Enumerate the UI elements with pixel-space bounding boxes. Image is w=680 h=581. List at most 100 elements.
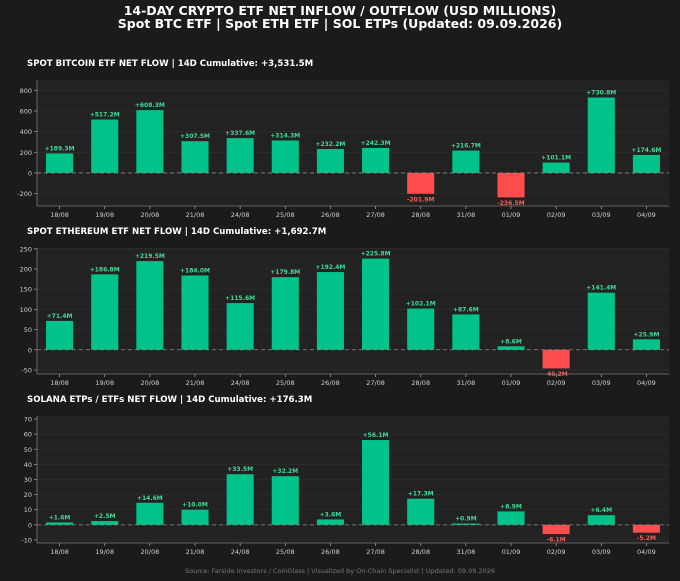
- bar: [452, 523, 480, 525]
- bar: [407, 498, 435, 525]
- x-tick-label: 20/08: [140, 548, 159, 556]
- x-tick-label: 03/09: [592, 211, 611, 219]
- bar: [497, 511, 525, 525]
- x-tick-label: 31/08: [456, 211, 475, 219]
- y-tick-label: 400: [20, 128, 32, 136]
- x-tick-label: 24/08: [231, 548, 250, 556]
- bar: [271, 476, 299, 525]
- bar: [226, 474, 254, 525]
- bar-data-label: +87.6M: [453, 306, 479, 313]
- bar: [91, 119, 119, 173]
- bar: [316, 519, 344, 525]
- x-tick-label: 20/08: [140, 211, 159, 219]
- x-tick-label: 26/08: [321, 379, 340, 387]
- chart-subtitle: Spot BTC ETF | Spot ETH ETF | SOL ETPs (…: [117, 16, 563, 31]
- bar-data-label: +2.5M: [94, 513, 116, 520]
- y-tick-label: -200: [17, 190, 32, 198]
- bar: [362, 258, 390, 350]
- y-tick-label: 800: [20, 87, 32, 95]
- bar: [407, 308, 435, 350]
- bar-data-label: +307.5M: [180, 133, 210, 140]
- x-tick-label: 02/09: [547, 211, 566, 219]
- bar-data-label: +1.6M: [49, 514, 71, 521]
- bar-data-label: +56.1M: [363, 432, 389, 439]
- bar-data-label: -5.2M: [637, 535, 656, 542]
- bar: [497, 346, 525, 350]
- bar: [46, 153, 74, 173]
- bar: [181, 141, 209, 173]
- bar-data-label: +730.8M: [586, 89, 616, 96]
- chart-panel-1: SPOT BITCOIN ETF NET FLOW | 14D Cumulati…: [17, 59, 669, 219]
- bar-data-label: +10.0M: [182, 502, 208, 509]
- bar-data-label: +0.9M: [455, 515, 477, 522]
- bar-data-label: +232.2M: [315, 141, 345, 148]
- y-tick-label: 150: [20, 286, 32, 294]
- y-tick-label: 50: [24, 446, 32, 454]
- x-tick-label: 27/08: [366, 548, 385, 556]
- bar-data-label: +102.1M: [406, 301, 436, 308]
- bar: [587, 292, 615, 350]
- x-tick-label: 28/08: [411, 548, 430, 556]
- bar-data-label: +14.6M: [137, 495, 163, 502]
- y-tick-label: 20: [24, 491, 32, 499]
- x-tick-label: 18/08: [50, 379, 69, 387]
- x-tick-label: 25/08: [276, 211, 295, 219]
- x-tick-label: 31/08: [456, 379, 475, 387]
- bar-data-label: -201.9M: [407, 196, 434, 203]
- bar-data-label: +337.6M: [225, 130, 255, 137]
- bar: [271, 140, 299, 173]
- x-tick-label: 02/09: [547, 548, 566, 556]
- y-tick-label: 200: [20, 149, 32, 157]
- bar-data-label: +184.0M: [180, 267, 210, 274]
- bar-data-label: +33.5M: [227, 466, 253, 473]
- x-tick-label: 27/08: [366, 379, 385, 387]
- bar-data-label: +186.8M: [90, 266, 120, 273]
- y-tick-label: 200: [20, 266, 32, 274]
- x-tick-label: 25/08: [276, 548, 295, 556]
- x-tick-label: 18/08: [50, 548, 69, 556]
- x-tick-label: 31/08: [456, 548, 475, 556]
- bar-data-label: +115.6M: [225, 295, 255, 302]
- x-tick-label: 02/09: [547, 379, 566, 387]
- bar-data-label: +101.1M: [541, 155, 571, 162]
- panel-title: SPOT BITCOIN ETF NET FLOW | 14D Cumulati…: [27, 59, 313, 69]
- bar-data-label: +225.8M: [361, 251, 391, 258]
- plot-area: [37, 248, 669, 374]
- bar: [632, 154, 660, 173]
- bar-data-label: +3.6M: [320, 511, 342, 518]
- x-tick-label: 21/08: [186, 211, 205, 219]
- plot-area: [37, 80, 669, 206]
- chart-panel-2: SPOT ETHEREUM ETF NET FLOW | 14D Cumulat…: [20, 227, 669, 387]
- bar-data-label: +179.8M: [270, 269, 300, 276]
- bar-data-label: +8.9M: [500, 503, 522, 510]
- bar: [91, 521, 119, 525]
- x-tick-label: 04/09: [637, 211, 656, 219]
- source-footer: Source: Farside Investors / CoinGlass | …: [185, 567, 495, 575]
- x-tick-label: 28/08: [411, 211, 430, 219]
- bar-data-label: +608.3M: [135, 102, 165, 109]
- y-tick-label: 600: [20, 107, 32, 115]
- bar: [632, 339, 660, 350]
- y-tick-label: 60: [24, 431, 32, 439]
- bar: [542, 162, 570, 173]
- y-tick-label: 70: [24, 416, 32, 424]
- x-tick-label: 03/09: [592, 548, 611, 556]
- bar: [46, 522, 74, 525]
- y-tick-label: -10: [21, 536, 32, 544]
- x-tick-label: 28/08: [411, 379, 430, 387]
- bar-data-label: +17.3M: [408, 491, 434, 498]
- bar-data-label: +141.4M: [586, 285, 616, 292]
- y-tick-label: 0: [28, 521, 32, 529]
- bar: [91, 274, 119, 350]
- bar: [316, 272, 344, 350]
- chart-panel-3: SOLANA ETPs / ETFs NET FLOW | 14D Cumula…: [21, 395, 669, 556]
- x-tick-label: 01/09: [502, 379, 521, 387]
- y-tick-label: 0: [28, 346, 32, 354]
- bar-data-label: +174.6M: [631, 147, 661, 154]
- bar: [497, 172, 525, 198]
- bar-data-label: +242.3M: [361, 140, 391, 147]
- bar: [271, 277, 299, 350]
- bar: [136, 110, 164, 173]
- bar-data-label: +32.2M: [272, 468, 298, 475]
